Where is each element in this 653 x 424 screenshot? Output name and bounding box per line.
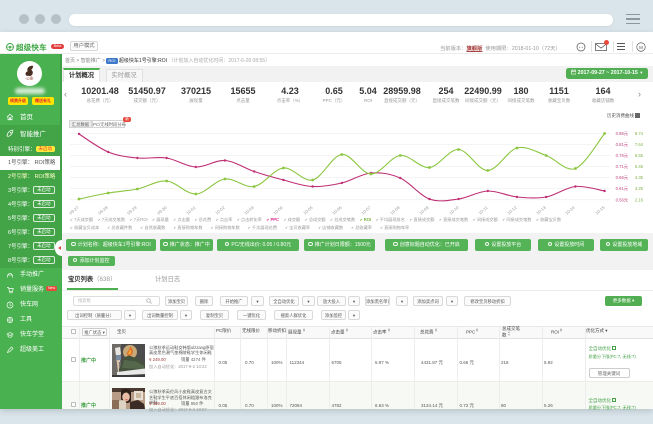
svg-text:-公狼-: -公狼- [25,76,34,81]
svg-text:10-13: 10-13 [535,205,547,216]
svg-text:7.64: 7.64 [635,142,644,147]
svg-text:3.26: 3.26 [635,186,644,191]
svg-text:10-08: 10-08 [389,205,401,216]
svg-text:2.16: 2.16 [635,197,644,202]
svg-text:10-12: 10-12 [506,205,518,216]
svg-text:10-15: 10-15 [594,205,606,216]
svg-text:10-06: 10-06 [331,205,343,216]
svg-text:10-03: 10-03 [243,205,255,216]
svg-text:10-05: 10-05 [302,205,314,216]
svg-text:09-27: 09-27 [68,205,80,216]
svg-text:6.55: 6.55 [635,153,644,158]
svg-text:4.35: 4.35 [635,175,644,180]
svg-text:5.45: 5.45 [635,164,644,169]
svg-text:8.74: 8.74 [635,131,644,136]
svg-text:10-02: 10-02 [214,205,226,216]
svg-text:10-14: 10-14 [564,205,576,216]
svg-text:09-28: 09-28 [97,205,109,216]
svg-text:10-09: 10-09 [418,205,430,216]
svg-text:10-10: 10-10 [448,205,460,216]
svg-text:0.66元: 0.66元 [616,175,628,181]
svg-text:10-01: 10-01 [185,205,197,216]
svg-text:0.56元: 0.56元 [616,197,628,203]
svg-text:0.71元: 0.71元 [616,164,628,170]
svg-text:09-29: 09-29 [126,205,138,216]
svg-text:09-30: 09-30 [156,205,168,216]
svg-text:10-07: 10-07 [360,205,372,216]
svg-text:M: M [639,44,643,49]
svg-text:10-04: 10-04 [272,205,284,216]
svg-text:0.86元: 0.86元 [616,131,628,137]
svg-text:0.81元: 0.81元 [616,142,628,148]
svg-text:0.61元: 0.61元 [616,186,628,192]
svg-text:10-11: 10-11 [477,205,489,216]
svg-text:0.76元: 0.76元 [616,153,628,159]
